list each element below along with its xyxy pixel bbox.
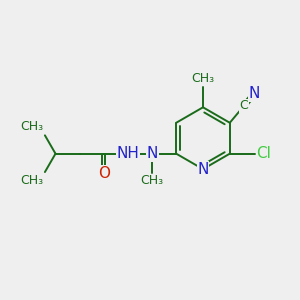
Text: N: N — [197, 162, 209, 177]
Text: N: N — [146, 146, 158, 161]
Text: C: C — [240, 99, 248, 112]
Text: N: N — [249, 86, 260, 101]
Text: Cl: Cl — [256, 146, 271, 161]
Text: CH₃: CH₃ — [20, 174, 44, 187]
Text: CH₃: CH₃ — [191, 72, 214, 85]
Text: O: O — [98, 166, 110, 181]
Text: NH: NH — [116, 146, 140, 161]
Text: CH₃: CH₃ — [20, 120, 44, 133]
Text: CH₃: CH₃ — [140, 174, 164, 187]
